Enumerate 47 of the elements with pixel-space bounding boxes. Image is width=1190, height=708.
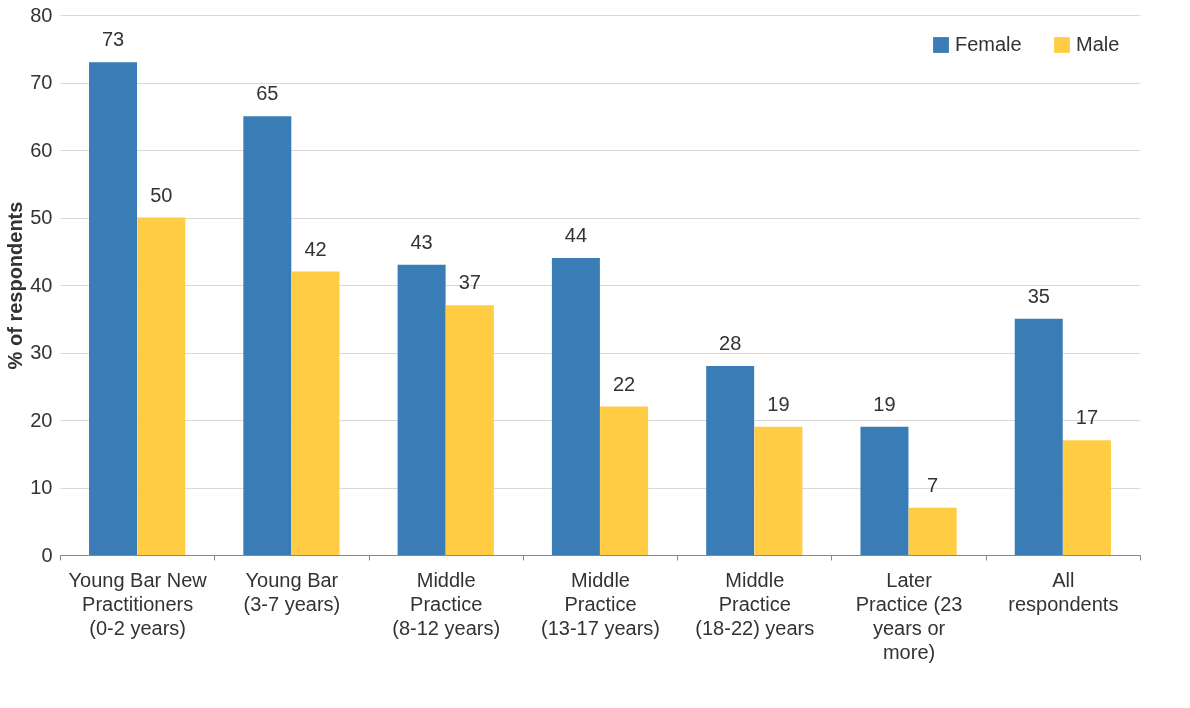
bar (397, 264, 446, 555)
bar (1062, 440, 1111, 555)
y-tick-label: 50 (30, 206, 53, 228)
y-tick-label: 40 (30, 273, 53, 296)
bar (754, 426, 803, 555)
x-tick-label: Young Bar New Practitioners (0-2 years) (68, 568, 208, 639)
y-tick-label: 20 (30, 408, 53, 431)
data-label: 19 (873, 392, 896, 415)
data-label: 43 (410, 230, 433, 253)
y-tick-label: 30 (30, 341, 53, 363)
x-tick-label: Later Practice (23 years or more) (855, 568, 963, 663)
data-label: 65 (256, 82, 279, 105)
data-label: 7 (927, 473, 939, 496)
x-tick-label: All respondents (1008, 568, 1119, 615)
x-tick-label: Middle Practice (8-12 years) (392, 568, 501, 639)
y-tick-label: 70 (30, 71, 53, 93)
data-label: 35 (1027, 284, 1050, 307)
x-tick-label: Middle Practice (18-22) years (695, 568, 815, 639)
y-tick-label: 0 (41, 543, 53, 566)
bar (860, 426, 909, 555)
legend-label: Male (1076, 33, 1120, 55)
bar (243, 116, 292, 555)
data-label: 50 (150, 183, 173, 206)
y-tick-label: 60 (30, 138, 53, 161)
data-label: 73 (101, 28, 125, 51)
data-label: 37 (458, 271, 481, 294)
y-tick-label: 10 (30, 476, 53, 498)
data-label: 19 (767, 392, 790, 415)
data-label: 22 (612, 372, 636, 395)
bar (89, 62, 138, 555)
bar (445, 305, 494, 555)
bar (137, 217, 186, 555)
data-label: 42 (304, 237, 327, 260)
bar (706, 366, 755, 555)
y-axis-title: % of respondents (4, 201, 27, 370)
bar (291, 271, 340, 555)
x-tick-label: Young Bar (3-7 years) (243, 568, 341, 615)
data-label: 17 (1075, 406, 1099, 429)
legend-label: Female (955, 33, 1022, 55)
y-tick-label: 80 (30, 3, 53, 26)
data-label: 28 (719, 332, 742, 354)
x-tick-label: Middle Practice (13-17 years) (541, 568, 660, 639)
bar (551, 258, 600, 555)
data-label: 44 (564, 224, 588, 246)
bar (1014, 318, 1063, 555)
bar (600, 406, 649, 555)
bar (908, 507, 957, 555)
